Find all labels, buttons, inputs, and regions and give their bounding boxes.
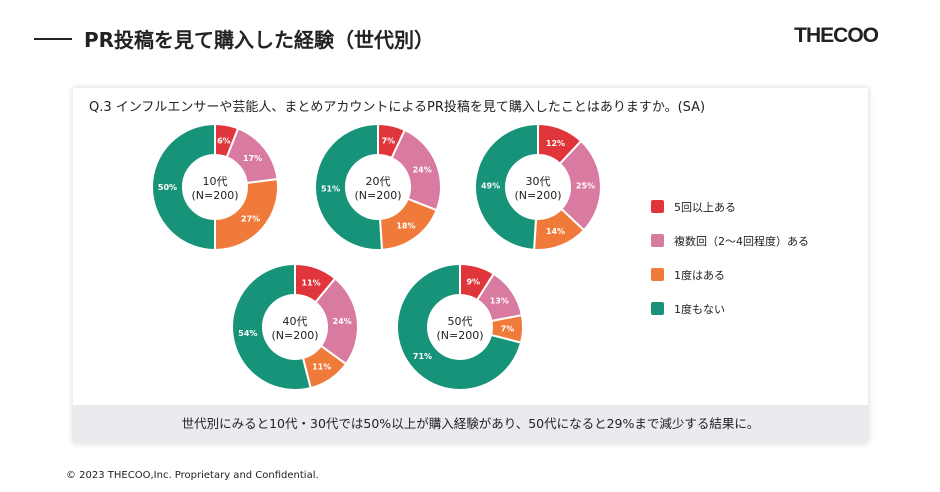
group-n: (N=200) bbox=[514, 189, 561, 202]
donut-slice bbox=[151, 122, 216, 252]
data-label: 54% bbox=[238, 329, 257, 338]
group-label: 40代 bbox=[283, 315, 308, 328]
data-label: 24% bbox=[333, 317, 352, 326]
data-label: 24% bbox=[413, 166, 432, 175]
legend-item: 1度はある bbox=[651, 266, 809, 283]
data-label: 25% bbox=[576, 182, 595, 191]
page-title: PR投稿を見て購入した経験（世代別） bbox=[34, 24, 434, 53]
logo: THECOO bbox=[794, 24, 879, 47]
chart-card: Q.3 インフルエンサーや芸能人、まとめアカウントによるPR投稿を見て購入したこ… bbox=[73, 88, 868, 443]
data-label: 14% bbox=[546, 227, 565, 236]
legend-label: 1度もない bbox=[674, 302, 725, 316]
donut-slice bbox=[474, 122, 539, 251]
group-label: 10代 bbox=[203, 175, 228, 188]
legend-item: 1度もない bbox=[651, 300, 809, 317]
legend: 5回以上ある複数回（2〜4回程度）ある 1度はある 1度もない bbox=[651, 198, 809, 334]
question-text: Q.3 インフルエンサーや芸能人、まとめアカウントによるPR投稿を見て購入したこ… bbox=[89, 100, 706, 115]
donut-slice bbox=[314, 122, 384, 251]
data-label: 17% bbox=[243, 154, 262, 163]
group-n: (N=200) bbox=[436, 329, 483, 342]
data-label: 11% bbox=[312, 362, 331, 371]
legend-item: 複数回（2〜4回程度）ある bbox=[651, 232, 809, 249]
legend-label: 5回以上ある bbox=[674, 200, 736, 214]
group-n: (N=200) bbox=[191, 189, 238, 202]
legend-swatch bbox=[651, 200, 664, 213]
data-label: 51% bbox=[321, 184, 340, 193]
donut-slice bbox=[396, 262, 523, 391]
data-label: 13% bbox=[490, 296, 509, 305]
group-n: (N=200) bbox=[354, 189, 401, 202]
group-label: 30代 bbox=[526, 175, 551, 188]
donut-charts: 6%17%27%50% 10代(N=200)7%24%18%51%20代(N=20… bbox=[151, 122, 602, 391]
group-label: 50代 bbox=[448, 315, 473, 328]
data-label: 27% bbox=[241, 214, 260, 223]
data-label: 7% bbox=[501, 324, 515, 333]
caption: 世代別にみると10代・30代では50%以上が購入経験があり、50代になると29%… bbox=[73, 405, 868, 443]
legend-item: 5回以上ある bbox=[651, 198, 809, 215]
data-label: 18% bbox=[396, 221, 415, 230]
title-text: PR投稿を見て購入した経験（世代別） bbox=[84, 28, 435, 52]
donut-slice bbox=[231, 262, 312, 391]
footer: © 2023 THECOO,Inc. Proprietary and Confi… bbox=[66, 470, 319, 481]
data-label: 50% bbox=[158, 183, 177, 192]
data-label: 7% bbox=[382, 137, 396, 146]
data-label: 49% bbox=[481, 182, 500, 191]
title-rule bbox=[34, 37, 72, 40]
group-n: (N=200) bbox=[271, 329, 318, 342]
donut-slice bbox=[214, 177, 279, 252]
legend-label: 1度はある bbox=[674, 268, 725, 282]
data-label: 71% bbox=[413, 352, 432, 361]
legend-swatch bbox=[651, 302, 664, 315]
data-label: 6% bbox=[217, 136, 231, 145]
group-label: 20代 bbox=[366, 175, 391, 188]
data-label: 11% bbox=[302, 278, 321, 287]
legend-swatch bbox=[651, 268, 664, 281]
data-label: 9% bbox=[466, 277, 480, 286]
legend-label: 複数回（2〜4回程度）ある bbox=[674, 234, 809, 248]
data-label: 12% bbox=[546, 139, 565, 148]
legend-swatch bbox=[651, 234, 664, 247]
